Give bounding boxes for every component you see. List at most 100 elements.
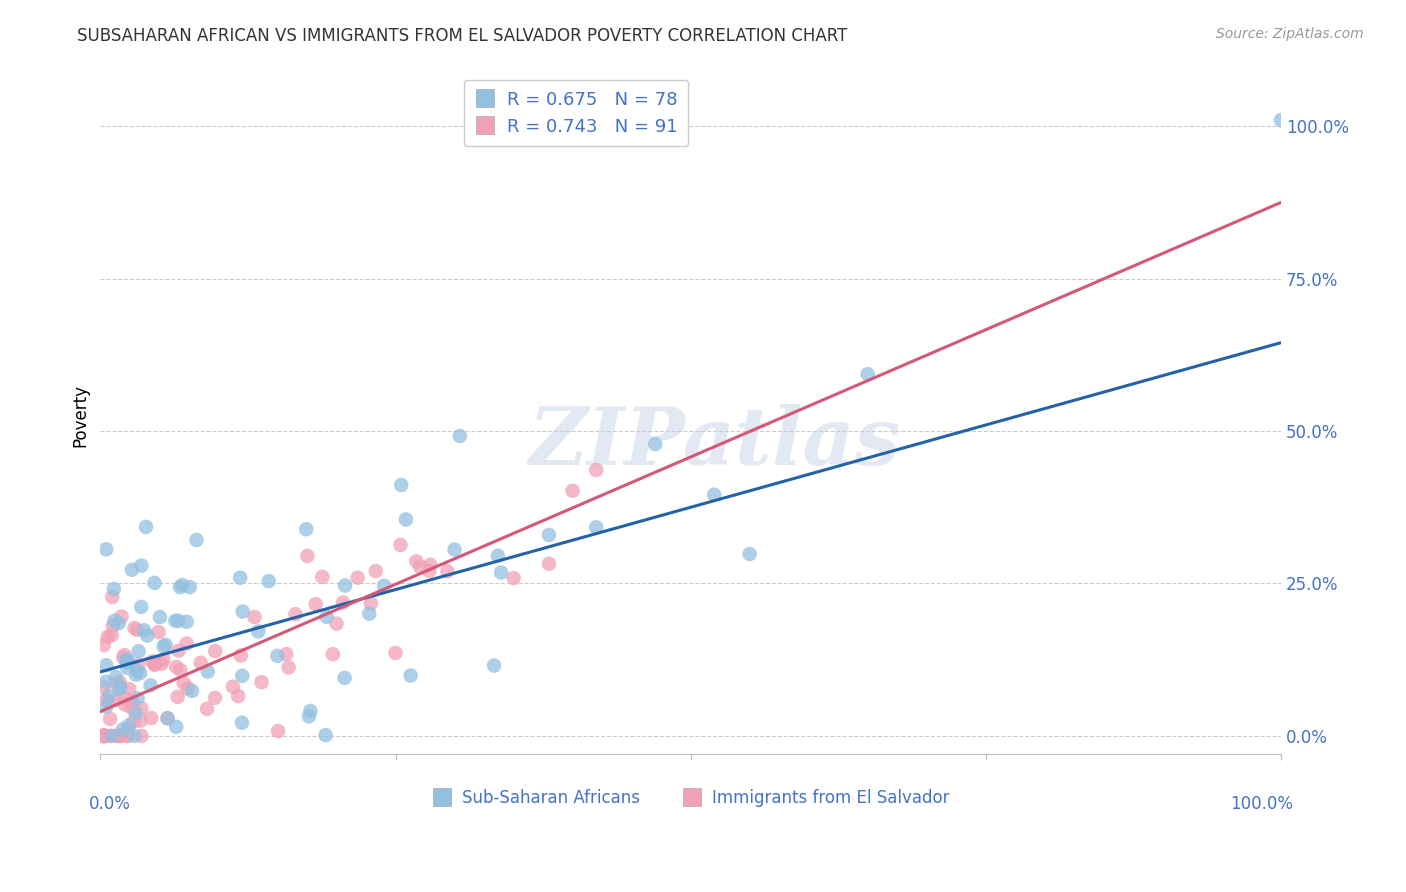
Point <box>104 670 127 684</box>
Point <box>112 650 135 665</box>
Point <box>117 729 139 743</box>
Point <box>295 522 318 536</box>
Text: 100.0%: 100.0% <box>1230 795 1292 813</box>
Point <box>108 729 131 743</box>
Point <box>93 680 115 694</box>
Point <box>124 621 146 635</box>
Point <box>143 657 166 672</box>
Point <box>177 681 200 696</box>
Point <box>399 668 422 682</box>
Point <box>346 571 368 585</box>
Point <box>276 647 298 661</box>
Point <box>127 691 149 706</box>
Point <box>297 549 319 563</box>
Point <box>165 614 187 628</box>
Point <box>131 558 153 573</box>
Point <box>103 614 125 628</box>
Point <box>561 483 583 498</box>
Point <box>173 676 195 690</box>
Legend: Sub-Saharan Africans, Immigrants from El Salvador: Sub-Saharan Africans, Immigrants from El… <box>426 782 956 814</box>
Point <box>112 691 135 706</box>
Point <box>322 647 344 661</box>
Point <box>129 714 152 728</box>
Point <box>118 719 141 733</box>
Point <box>121 700 143 714</box>
Point <box>105 729 128 743</box>
Point <box>135 520 157 534</box>
Point <box>101 628 124 642</box>
Text: ZIPatlas: ZIPatlas <box>529 404 900 482</box>
Point <box>486 549 509 563</box>
Point <box>108 681 131 696</box>
Point <box>169 663 191 677</box>
Point <box>299 704 322 718</box>
Point <box>315 728 337 742</box>
Point <box>364 564 387 578</box>
Point <box>125 663 148 677</box>
Point <box>93 729 115 743</box>
Point <box>167 643 190 657</box>
Point <box>232 605 254 619</box>
Point <box>152 652 174 666</box>
Point <box>97 695 120 709</box>
Point <box>131 729 153 743</box>
Point <box>176 615 198 629</box>
Point <box>124 729 146 743</box>
Point <box>96 674 118 689</box>
Point <box>418 564 440 578</box>
Point <box>129 665 152 680</box>
Point <box>136 628 159 642</box>
Point <box>585 520 607 534</box>
Point <box>165 720 187 734</box>
Point <box>96 693 118 707</box>
Point <box>93 728 115 742</box>
Point <box>98 712 121 726</box>
Point <box>128 644 150 658</box>
Point <box>117 723 139 737</box>
Point <box>333 671 356 685</box>
Point <box>111 723 134 737</box>
Point <box>856 368 879 382</box>
Point <box>108 674 131 689</box>
Point <box>373 579 395 593</box>
Point <box>101 618 124 632</box>
Point <box>231 669 253 683</box>
Point <box>449 429 471 443</box>
Point <box>93 729 115 743</box>
Point <box>333 578 356 592</box>
Point <box>96 658 118 673</box>
Point <box>93 729 115 743</box>
Point <box>243 610 266 624</box>
Point <box>305 597 328 611</box>
Point <box>156 711 179 725</box>
Point <box>103 582 125 596</box>
Point <box>96 542 118 557</box>
Point <box>315 610 337 624</box>
Point <box>93 729 115 743</box>
Point <box>176 636 198 650</box>
Point <box>101 729 124 743</box>
Point <box>110 680 132 694</box>
Point <box>167 614 190 628</box>
Text: SUBSAHARAN AFRICAN VS IMMIGRANTS FROM EL SALVADOR POVERTY CORRELATION CHART: SUBSAHARAN AFRICAN VS IMMIGRANTS FROM EL… <box>77 27 848 45</box>
Point <box>101 590 124 604</box>
Point <box>195 702 218 716</box>
Point <box>231 715 253 730</box>
Point <box>332 596 354 610</box>
Point <box>204 690 226 705</box>
Point <box>738 547 761 561</box>
Point <box>129 599 152 614</box>
Point <box>127 623 149 637</box>
Point <box>150 657 173 671</box>
Point <box>537 528 560 542</box>
Point <box>419 558 441 572</box>
Point <box>141 655 163 669</box>
Point <box>165 660 187 674</box>
Point <box>132 624 155 638</box>
Point <box>100 729 122 743</box>
Point <box>117 656 139 670</box>
Point <box>107 729 129 743</box>
Point <box>389 538 412 552</box>
Point <box>266 648 288 663</box>
Point <box>139 678 162 692</box>
